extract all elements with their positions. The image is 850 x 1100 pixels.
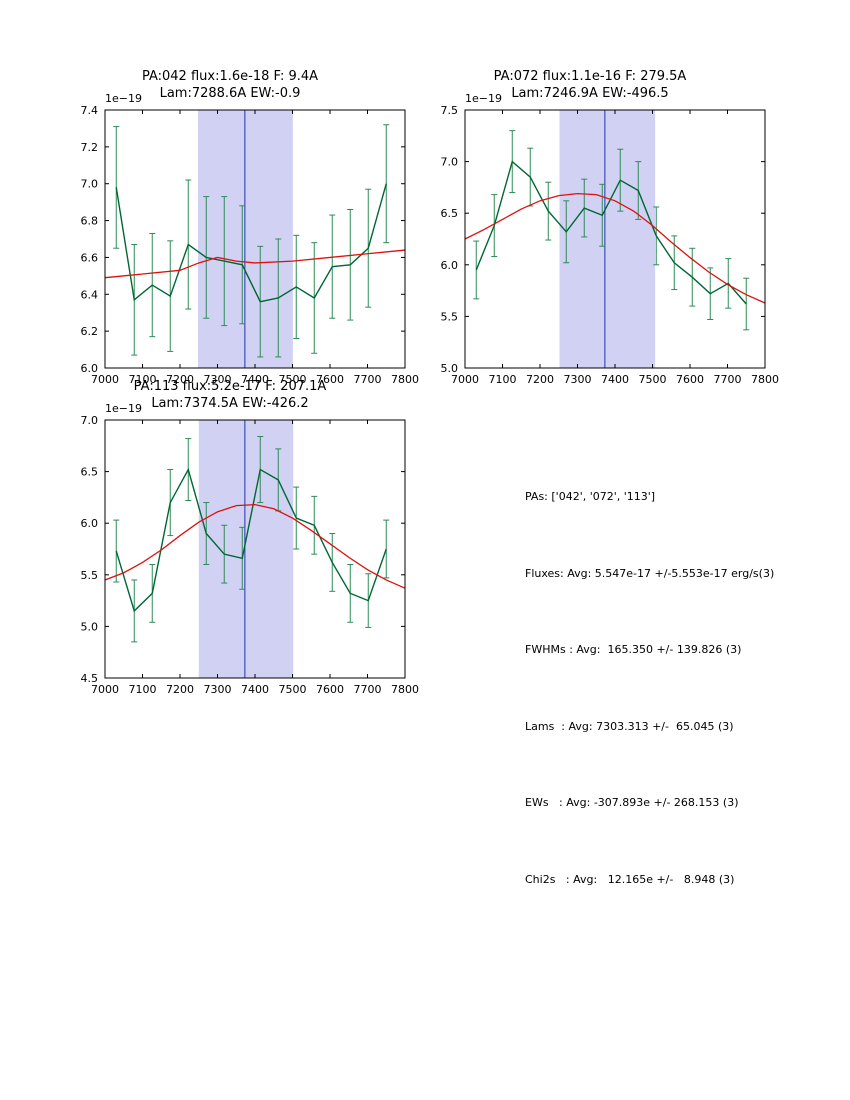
y-tick-label: 6.0 xyxy=(441,259,459,272)
y-axis-offset-label: 1e−19 xyxy=(105,92,142,105)
x-tick-label: 7000 xyxy=(91,373,119,386)
x-tick-label: 7800 xyxy=(391,683,419,696)
y-tick-label: 6.0 xyxy=(81,517,99,530)
gaussian-fit-line xyxy=(104,503,406,589)
y-tick-label: 7.0 xyxy=(441,156,459,169)
y-tick-label: 6.2 xyxy=(81,325,99,338)
x-tick-label: 7200 xyxy=(526,373,554,386)
chart-title-line1: PA:042 flux:1.6e-18 F: 9.4A xyxy=(141,69,319,84)
x-tick-label: 7500 xyxy=(279,373,307,386)
x-tick-label: 7100 xyxy=(129,683,157,696)
y-tick-label: 6.5 xyxy=(81,466,99,479)
stats-line-fwhms: FWHMs : Avg: 165.350 +/- 139.826 (3) xyxy=(525,643,742,656)
x-tick-label: 7100 xyxy=(489,373,517,386)
x-tick-label: 7500 xyxy=(639,373,667,386)
x-tick-label: 7000 xyxy=(91,683,119,696)
y-axis-offset-label: 1e−19 xyxy=(465,92,502,105)
x-tick-label: 7300 xyxy=(204,683,232,696)
chart-title-line2: Lam:7246.9A EW:-496.5 xyxy=(511,86,669,101)
y-tick-label: 5.5 xyxy=(441,310,459,323)
y-tick-label: 5.5 xyxy=(81,569,99,582)
chart-title-pa113: PA:113 flux:5.2e-17 F: 207.1A Lam:7374.5… xyxy=(35,378,425,412)
x-tick-label: 7500 xyxy=(279,683,307,696)
chart-title-line1: PA:113 flux:5.2e-17 F: 207.1A xyxy=(133,379,327,394)
spectrum-data-line xyxy=(115,183,387,303)
y-tick-label: 6.6 xyxy=(81,251,99,264)
x-tick-label: 7800 xyxy=(391,373,419,386)
fit-region-band xyxy=(559,110,656,368)
y-tick-label: 6.5 xyxy=(441,207,459,220)
spectrum-chart-pa113: 7000 7100 7200 7300 7400 7500 7600 7700 7800 4.5 5… xyxy=(81,402,420,696)
stats-line-fluxes: Fluxes: Avg: 5.547e-17 +/-5.553e-17 erg/… xyxy=(525,566,775,580)
x-tick-label: 7600 xyxy=(316,373,344,386)
x-tick-label: 7000 xyxy=(451,373,479,386)
y-tick-label: 6.8 xyxy=(81,215,99,228)
fit-region-band xyxy=(198,420,294,678)
y-tick-label: 6.0 xyxy=(81,362,99,375)
x-tick-label: 7600 xyxy=(316,683,344,696)
chart-title-line1: PA:072 flux:1.1e-16 F: 279.5A xyxy=(493,69,687,84)
stats-line-lams: Lams : Avg: 7303.313 +/- 65.045 (3) xyxy=(525,719,734,733)
x-tick-label: 7300 xyxy=(204,373,232,386)
x-tick-label: 7200 xyxy=(166,373,194,386)
chart-title-line2: Lam:7374.5A EW:-426.2 xyxy=(151,396,309,411)
y-tick-label: 5.0 xyxy=(81,620,99,633)
spectrum-chart-pa072: 7000 7100 7200 7300 7400 7500 7600 7700 7800 5.0 5… xyxy=(441,92,780,386)
x-tick-label: 7600 xyxy=(676,373,704,386)
spectrum-chart-pa042: 7000 7100 7200 7300 7400 7500 7600 7700 7800 6.0 6… xyxy=(81,92,420,386)
y-tick-label: 7.0 xyxy=(81,414,99,427)
x-tick-label: 7100 xyxy=(129,373,157,386)
gaussian-fit-line xyxy=(464,192,766,304)
y-tick-label: 7.2 xyxy=(81,141,99,154)
y-tick-label: 7.0 xyxy=(81,178,99,191)
chart-title-pa072: PA:072 flux:1.1e-16 F: 279.5A Lam:7246.9… xyxy=(395,68,785,102)
chart-title-pa042: PA:042 flux:1.6e-18 F: 9.4A Lam:7288.6A … xyxy=(35,68,425,102)
y-tick-label: 5.0 xyxy=(441,362,459,375)
gaussian-fit-line xyxy=(104,249,406,279)
spectrum-data-line xyxy=(115,467,387,613)
x-tick-label: 7200 xyxy=(166,683,194,696)
stats-summary: PAs: ['042', '072', '113'] Fluxes: Avg: … xyxy=(525,433,774,943)
spectrum-data-line xyxy=(475,160,747,305)
x-tick-label: 7700 xyxy=(714,373,742,386)
chart-title-line2: Lam:7288.6A EW:-0.9 xyxy=(159,86,301,101)
stats-line-pas: PAs: ['042', '072', '113'] xyxy=(525,490,656,503)
x-tick-label: 7700 xyxy=(354,683,382,696)
x-tick-label: 7400 xyxy=(241,683,269,696)
x-tick-label: 7400 xyxy=(241,373,269,386)
y-tick-label: 4.5 xyxy=(81,672,99,685)
x-tick-label: 7800 xyxy=(751,373,779,386)
stats-line-chi2s: Chi2s : Avg: 12.165e +/- 8.948 (3) xyxy=(525,872,735,886)
x-tick-label: 7400 xyxy=(601,373,629,386)
y-tick-label: 7.5 xyxy=(441,104,459,117)
y-tick-label: 6.4 xyxy=(81,288,99,301)
x-tick-label: 7300 xyxy=(564,373,592,386)
y-axis-offset-label: 1e−19 xyxy=(105,402,142,415)
y-tick-label: 7.4 xyxy=(81,104,99,117)
x-tick-label: 7700 xyxy=(354,373,382,386)
stats-line-ews: EWs : Avg: -307.893e +/- 268.153 (3) xyxy=(525,796,739,809)
